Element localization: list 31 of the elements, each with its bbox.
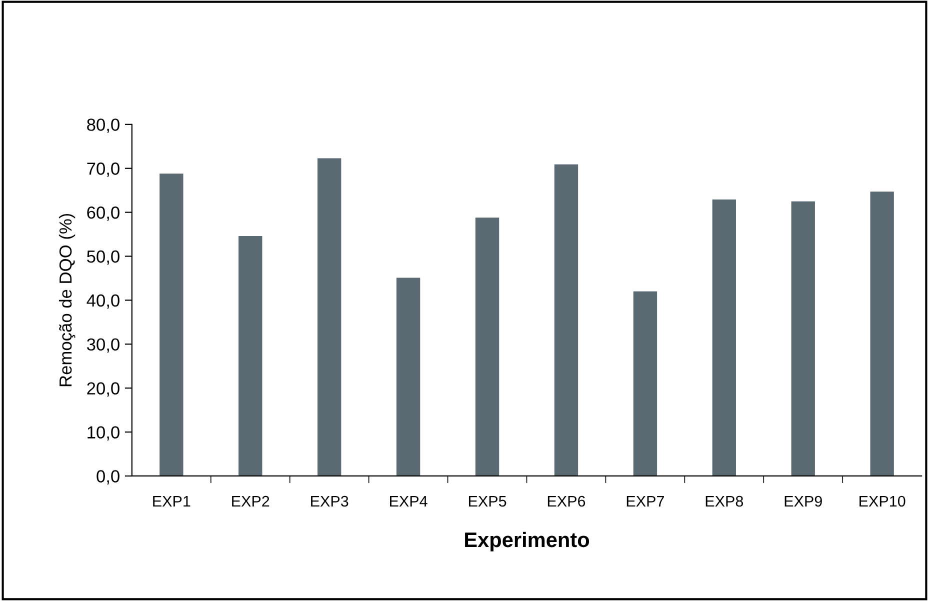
y-tick-label: 20,0 (87, 382, 120, 397)
y-tick-label: 60,0 (87, 206, 120, 221)
x-tick-label: EXP7 (626, 496, 664, 507)
y-tick-label: 10,0 (88, 426, 120, 441)
y-axis-title: Remoção de DQO (%) (58, 214, 76, 386)
y-tick-label: 80,0 (87, 118, 120, 133)
bar (396, 278, 420, 476)
x-tick-label: EXP10 (860, 496, 906, 507)
bar (554, 164, 578, 476)
x-tick-label: EXP4 (390, 496, 428, 507)
bar (712, 200, 736, 476)
y-tick-label: 0,0 (96, 470, 120, 485)
x-tick-label: EXP6 (548, 496, 586, 507)
y-tick-label: 30,0 (86, 338, 120, 353)
bar (160, 174, 184, 476)
bar (238, 236, 262, 476)
bar (870, 192, 894, 476)
y-tick-label: 40,0 (86, 294, 120, 309)
x-tick-label: EXP9 (784, 496, 822, 507)
x-axis-title: Experimento (465, 532, 590, 552)
x-tick-label: EXP1 (153, 496, 190, 507)
x-tick-label: EXP5 (468, 496, 506, 507)
bar (633, 291, 658, 476)
y-tick-label: 70,0 (87, 162, 120, 177)
x-tick-label: EXP2 (232, 496, 270, 507)
x-tick-label: EXP3 (311, 496, 348, 507)
bar (475, 218, 500, 476)
x-tick-label: EXP8 (706, 496, 744, 507)
bar (317, 158, 342, 476)
y-tick-label: 50,0 (87, 250, 120, 265)
bar (791, 201, 815, 476)
